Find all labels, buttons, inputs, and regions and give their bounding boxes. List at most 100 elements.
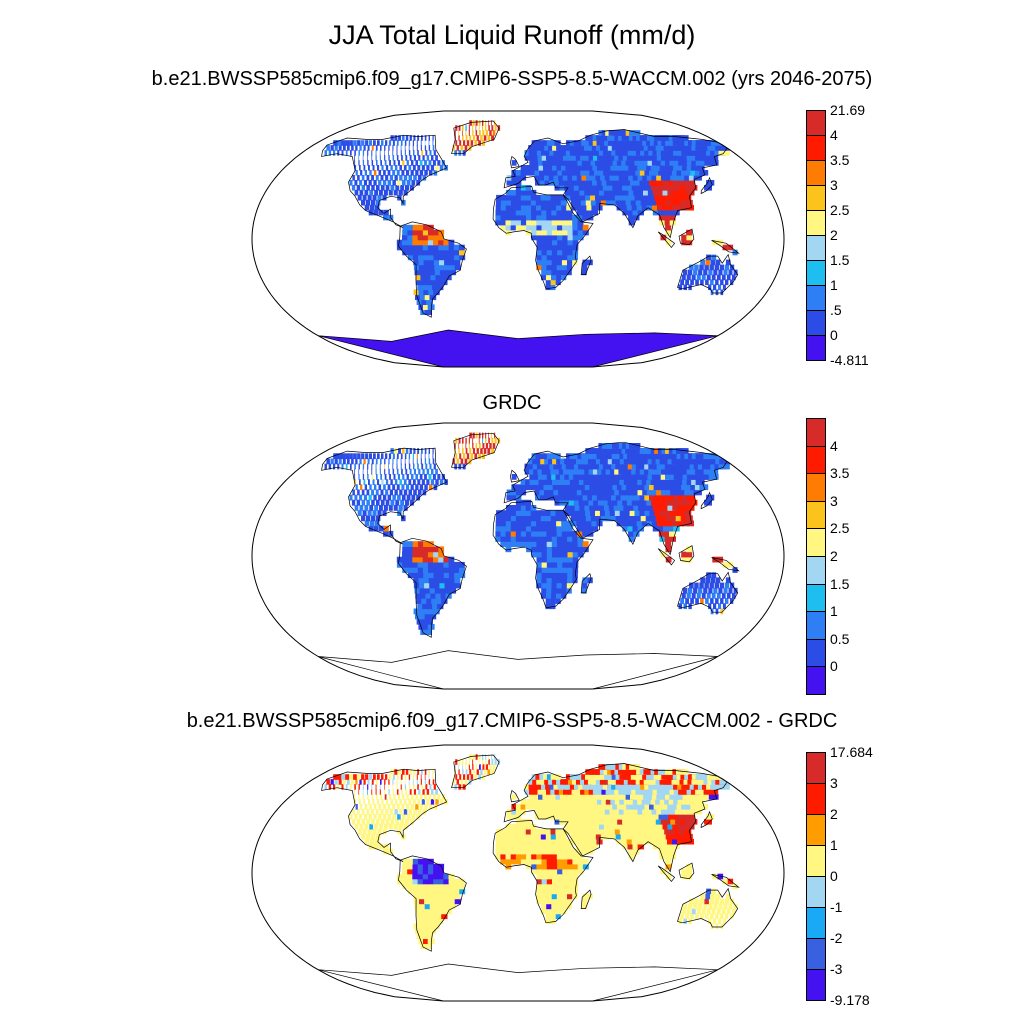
grid-cell	[369, 505, 374, 511]
grid-cell	[615, 814, 623, 820]
grid-cell	[377, 453, 380, 460]
grid-cell	[424, 309, 432, 315]
grid-cell	[505, 833, 512, 840]
colorbar-swatch	[806, 418, 826, 447]
grid-cell	[487, 135, 491, 141]
grid-cell	[540, 515, 547, 522]
grid-cell	[505, 209, 512, 216]
grid-cell	[361, 774, 365, 780]
grid-cell	[589, 804, 596, 810]
grid-cell	[581, 587, 587, 594]
grid-cell	[526, 843, 532, 850]
grid-cell	[533, 160, 540, 166]
grid-cell	[569, 774, 577, 780]
grid-cell	[341, 140, 346, 146]
grid-cell	[444, 587, 452, 594]
grid-cell	[415, 804, 419, 810]
grid-cell	[556, 259, 563, 266]
grid-cell	[418, 541, 424, 547]
grid-cell	[406, 804, 410, 810]
grid-cell	[533, 468, 539, 475]
grid-cell	[588, 774, 597, 780]
grid-cell	[631, 468, 640, 475]
grid-cell	[362, 828, 367, 835]
grid-cell	[581, 140, 589, 146]
grid-cell	[433, 561, 439, 568]
grid-cell	[690, 804, 699, 810]
grid-cell	[620, 515, 628, 522]
grid-cell	[384, 789, 386, 795]
grid-cell	[448, 567, 455, 573]
grid-cell	[715, 913, 719, 920]
grid-cell	[536, 868, 543, 875]
grid-cell	[573, 499, 580, 506]
map-border	[251, 422, 785, 690]
grid-cell	[590, 150, 598, 156]
grid-cell	[587, 494, 594, 501]
grid-cell	[385, 799, 389, 805]
grid-cell	[689, 582, 694, 589]
grid-cell	[398, 823, 403, 830]
grid-cell	[556, 853, 563, 860]
grid-cell	[630, 484, 639, 491]
grid-cell	[528, 458, 534, 465]
grid-cell	[649, 170, 657, 176]
grid-cell	[345, 463, 348, 470]
grid-cell	[733, 903, 738, 910]
grid-cell	[586, 520, 593, 527]
grid-cell	[354, 160, 356, 166]
grid-cell	[407, 863, 413, 870]
grid-cell	[412, 873, 419, 880]
grid-cell	[510, 833, 517, 840]
grid-cell	[575, 510, 582, 516]
grid-cell	[568, 494, 575, 501]
grid-cell	[392, 468, 395, 475]
grid-cell	[685, 199, 693, 206]
grid-cell	[357, 175, 360, 181]
grid-cell	[500, 536, 507, 542]
grid-cell	[672, 814, 681, 820]
grid-cell	[644, 510, 652, 516]
grid-cell	[555, 160, 562, 166]
grid-cell	[589, 189, 596, 196]
grid-cell	[629, 764, 641, 770]
grid-cell	[567, 229, 574, 236]
coastline	[711, 557, 740, 572]
grid-cell	[510, 204, 517, 211]
grid-cell	[562, 249, 568, 256]
grid-cell	[585, 515, 592, 522]
grid-cell	[500, 204, 507, 211]
grid-cell	[443, 239, 450, 246]
coastline	[677, 571, 739, 613]
grid-cell	[392, 774, 395, 780]
grid-cell	[668, 479, 678, 485]
grid-cell	[531, 541, 537, 547]
grid-cell	[643, 794, 652, 800]
grid-cell	[516, 175, 522, 181]
grid-cell	[408, 150, 411, 156]
grid-cell	[384, 468, 386, 475]
grid-cell	[396, 484, 400, 491]
grid-cell	[556, 165, 563, 171]
grid-cell	[443, 567, 450, 573]
grid-cell	[546, 556, 553, 563]
grid-cell	[417, 165, 421, 171]
grid-cell	[515, 833, 522, 840]
grid-cell	[577, 224, 584, 231]
grid-cell	[439, 898, 446, 905]
grid-cell	[562, 556, 568, 563]
grid-cell	[430, 165, 435, 171]
grid-cell	[520, 819, 527, 825]
grid-cell	[543, 479, 549, 485]
grid-cell	[570, 833, 577, 840]
grid-cell	[483, 769, 487, 775]
grid-cell	[351, 458, 354, 465]
grid-cell	[680, 199, 688, 206]
grid-cell	[552, 239, 558, 246]
grid-cell	[585, 199, 592, 206]
grid-cell	[423, 541, 429, 547]
grid-cell	[432, 453, 434, 460]
grid-cell	[520, 479, 526, 485]
grid-cell	[586, 838, 593, 845]
grid-cell	[411, 160, 414, 166]
